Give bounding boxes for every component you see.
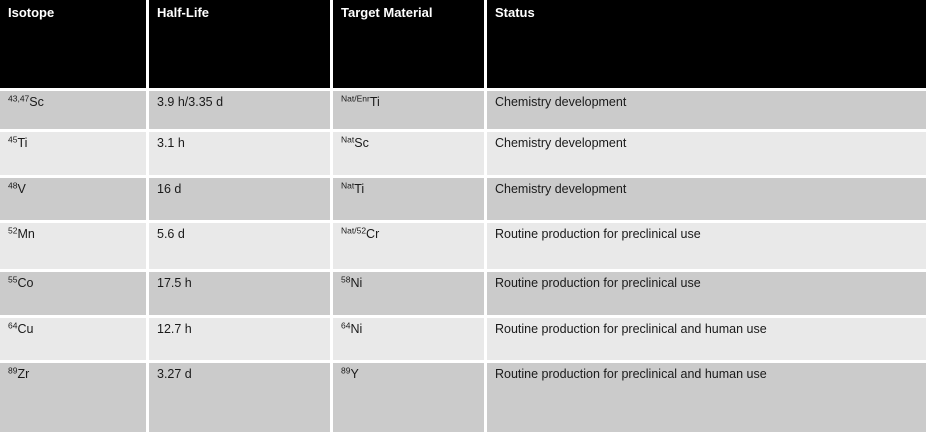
target-symbol: Ni [350, 322, 363, 336]
target-material-cell: Nat/EnrTi [333, 91, 487, 132]
status-cell: Routine production for preclinical use [487, 272, 926, 318]
isotope-cell: 89Zr [0, 363, 149, 436]
target-material-cell: NatSc [333, 132, 487, 178]
column-header-target-material: Target Material [333, 0, 487, 91]
isotope-symbol: Ti [17, 136, 28, 150]
isotope-cell: 45Ti [0, 132, 149, 178]
half-life-cell: 5.6 d [149, 223, 333, 272]
isotope-cell: 43,47Sc [0, 91, 149, 132]
isotope-symbol: V [17, 182, 26, 196]
status-cell: Chemistry development [487, 91, 926, 132]
status-cell: Chemistry development [487, 132, 926, 178]
status-cell: Routine production for preclinical use [487, 223, 926, 272]
isotope-mass-superscript: 52 [8, 225, 18, 236]
target-symbol: Y [350, 367, 359, 381]
target-mass-superscript: Nat [341, 134, 355, 145]
target-symbol: Ni [350, 276, 363, 290]
isotope-mass-superscript: 45 [8, 134, 18, 145]
isotope-cell: 55Co [0, 272, 149, 318]
table-row-mn52: 52Mn 5.6 d Nat/52Cr Routine production f… [0, 223, 926, 272]
half-life-cell: 12.7 h [149, 318, 333, 363]
table-body: 43,47Sc 3.9 h/3.35 d Nat/EnrTi Chemistry… [0, 91, 926, 436]
half-life-cell: 3.1 h [149, 132, 333, 178]
half-life-cell: 3.9 h/3.35 d [149, 91, 333, 132]
isotope-mass-superscript: 89 [8, 365, 18, 376]
table-row-v48: 48V 16 d NatTi Chemistry development [0, 178, 926, 223]
isotope-symbol: Mn [17, 227, 35, 241]
column-header-status: Status [487, 0, 926, 91]
table-row-cu64: 64Cu 12.7 h 64Ni Routine production for … [0, 318, 926, 363]
target-symbol: Sc [354, 136, 369, 150]
table-row-ti45: 45Ti 3.1 h NatSc Chemistry development [0, 132, 926, 178]
column-header-isotope: Isotope [0, 0, 149, 91]
isotope-mass-superscript: 64 [8, 320, 18, 331]
isotope-symbol: Cu [17, 322, 34, 336]
half-life-cell: 17.5 h [149, 272, 333, 318]
isotope-symbol: Zr [17, 367, 30, 381]
status-cell: Routine production for preclinical and h… [487, 318, 926, 363]
status-cell: Chemistry development [487, 178, 926, 223]
target-symbol: Cr [366, 227, 380, 241]
isotope-cell: 52Mn [0, 223, 149, 272]
target-mass-superscript: 64 [341, 320, 351, 331]
status-cell: Routine production for preclinical and h… [487, 363, 926, 436]
isotope-mass-superscript: 55 [8, 274, 18, 285]
isotope-symbol: Co [17, 276, 34, 290]
target-mass-superscript: Nat/Enr [341, 93, 370, 104]
half-life-cell: 16 d [149, 178, 333, 223]
target-symbol: Ti [354, 182, 365, 196]
half-life-cell: 3.27 d [149, 363, 333, 436]
target-material-cell: 89Y [333, 363, 487, 436]
table-row-sc4347: 43,47Sc 3.9 h/3.35 d Nat/EnrTi Chemistry… [0, 91, 926, 132]
target-mass-superscript: Nat [341, 180, 355, 191]
table-header-row: Isotope Half-Life Target Material Status [0, 0, 926, 91]
isotope-mass-superscript: 48 [8, 180, 18, 191]
table-row-zr89: 89Zr 3.27 d 89Y Routine production for p… [0, 363, 926, 436]
target-mass-superscript: 58 [341, 274, 351, 285]
table-row-co55: 55Co 17.5 h 58Ni Routine production for … [0, 272, 926, 318]
target-material-cell: NatTi [333, 178, 487, 223]
target-mass-superscript: 89 [341, 365, 351, 376]
isotope-mass-superscript: 43,47 [8, 93, 30, 104]
isotope-symbol: Sc [29, 95, 44, 109]
column-header-half-life: Half-Life [149, 0, 333, 91]
isotope-cell: 64Cu [0, 318, 149, 363]
target-material-cell: 64Ni [333, 318, 487, 363]
target-mass-superscript: Nat/52 [341, 225, 367, 236]
target-symbol: Ti [369, 95, 380, 109]
target-material-cell: 58Ni [333, 272, 487, 318]
isotope-cell: 48V [0, 178, 149, 223]
target-material-cell: Nat/52Cr [333, 223, 487, 272]
